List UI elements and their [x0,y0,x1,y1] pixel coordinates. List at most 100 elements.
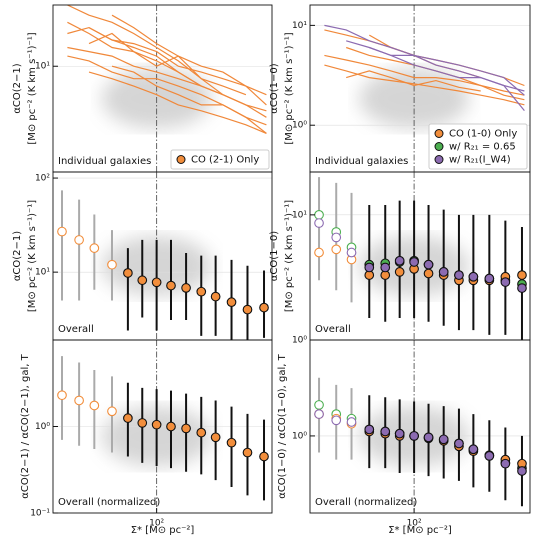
point [151,419,162,430]
point [409,431,419,441]
galaxy-line [67,21,202,87]
point [137,275,148,286]
point [346,417,357,427]
legend-label: CO (2-1) Only [191,155,259,166]
point [380,262,391,273]
point [517,270,527,280]
panel: 10¹ 10⁰ Individual galaxies CO (1-0) Only w/… [269,4,531,173]
point [468,444,479,455]
point [314,247,324,258]
y-tick-label: 10⁰ [292,121,307,131]
galaxy-line [67,26,267,96]
point [423,268,434,279]
panel: 10¹ 10⁰ Overall αCO(1−0) [M⊙ pc⁻² (K km s⁻¹)… [269,171,531,346]
galaxy-line [324,54,525,96]
point [242,304,253,315]
x-tick-label: 10² [149,519,164,529]
point [137,418,148,428]
y-axis-label: [M⊙ pc⁻² (K km s⁻¹)⁻¹] [27,32,38,144]
point [314,218,324,228]
y-axis-label: αCO(2−1) [12,231,23,281]
point [500,458,511,469]
point [438,267,449,277]
y-axis-label: αCO(1−0) / αCO(1−0), gal, T [277,353,288,498]
x-tick-label: 10² [407,519,422,529]
point [394,428,405,439]
point [454,270,464,280]
point [517,466,527,476]
galaxy-line [88,32,247,96]
point [468,271,479,282]
point [331,244,342,255]
plot-area [53,5,272,172]
point [196,286,207,297]
legend-marker [434,155,444,164]
panel: 10⁰ 10² Overall (normalized) αCO(1−0) / αCO… [277,339,531,536]
legend-marker [434,129,444,138]
legend-label: w/ R₂₁(I_W4) [449,155,511,166]
y-axis-label: αCO(2−1) / αCO(2−1), gal, T [20,353,31,498]
legend-label: CO (1-0) Only [449,129,517,140]
y-axis-label: [M⊙ pc⁻² (K km s⁻¹)⁻¹] [284,200,295,312]
point [314,210,324,220]
point [314,400,324,410]
y-tick-label: 10¹ [292,210,307,220]
y-tick-label: 10⁰ [292,336,307,346]
point [89,243,100,253]
point [364,424,375,435]
x-axis-label: Σ* [M⊙ pc⁻²] [388,525,452,536]
point [517,283,527,293]
point [484,273,495,284]
plot-area [53,340,272,513]
point [166,280,176,291]
y-tick-label: 10¹ [292,21,307,31]
plot-area [53,172,272,340]
point [151,277,162,288]
y-tick-label: 10⁰ [292,431,307,441]
point [107,406,117,417]
y-axis-label: αCO(1−0) [269,231,280,281]
point [226,297,237,307]
point [166,421,176,432]
frame [309,339,531,514]
x-axis-label: Σ* [M⊙ pc⁻²] [131,525,195,536]
y-tick-label: 10² [35,174,50,184]
y-tick-label: 10¹ [35,268,50,278]
legend-marker [176,155,186,164]
point [57,390,67,401]
point [123,268,133,278]
y-axis-label: αCO(2−1) [12,63,23,113]
point [364,262,375,273]
galaxy-line [324,24,525,96]
legend-label: w/ R₂₁ = 0.65 [449,142,516,153]
point [331,415,342,426]
y-tick-label: 10⁰ [35,422,50,432]
annotation: Overall [315,324,351,335]
point [242,447,253,458]
point [500,277,511,287]
point [89,400,100,411]
point [210,432,221,443]
point [123,413,133,423]
point [181,283,191,293]
point [394,267,405,277]
galaxy-line [111,14,267,106]
point [314,409,324,419]
panel: 10⁰ 10⁻¹ 10² Overall (normalized) αCO(2−1) /… [20,339,273,536]
galaxy-line [67,46,267,112]
annotation: Overall (normalized) [315,497,417,508]
point [423,432,434,443]
point [259,302,269,313]
legend-marker [434,142,444,151]
annotation: Individual galaxies [58,156,151,167]
galaxy-line [346,70,481,92]
point [346,247,357,258]
galaxy-line [369,46,525,92]
galaxy-line [111,65,267,134]
plot-area [310,340,530,513]
point [74,235,84,245]
point [181,423,191,434]
y-axis-label: [M⊙ pc⁻² (K km s⁻¹)⁻¹] [27,200,38,312]
point [409,257,419,267]
